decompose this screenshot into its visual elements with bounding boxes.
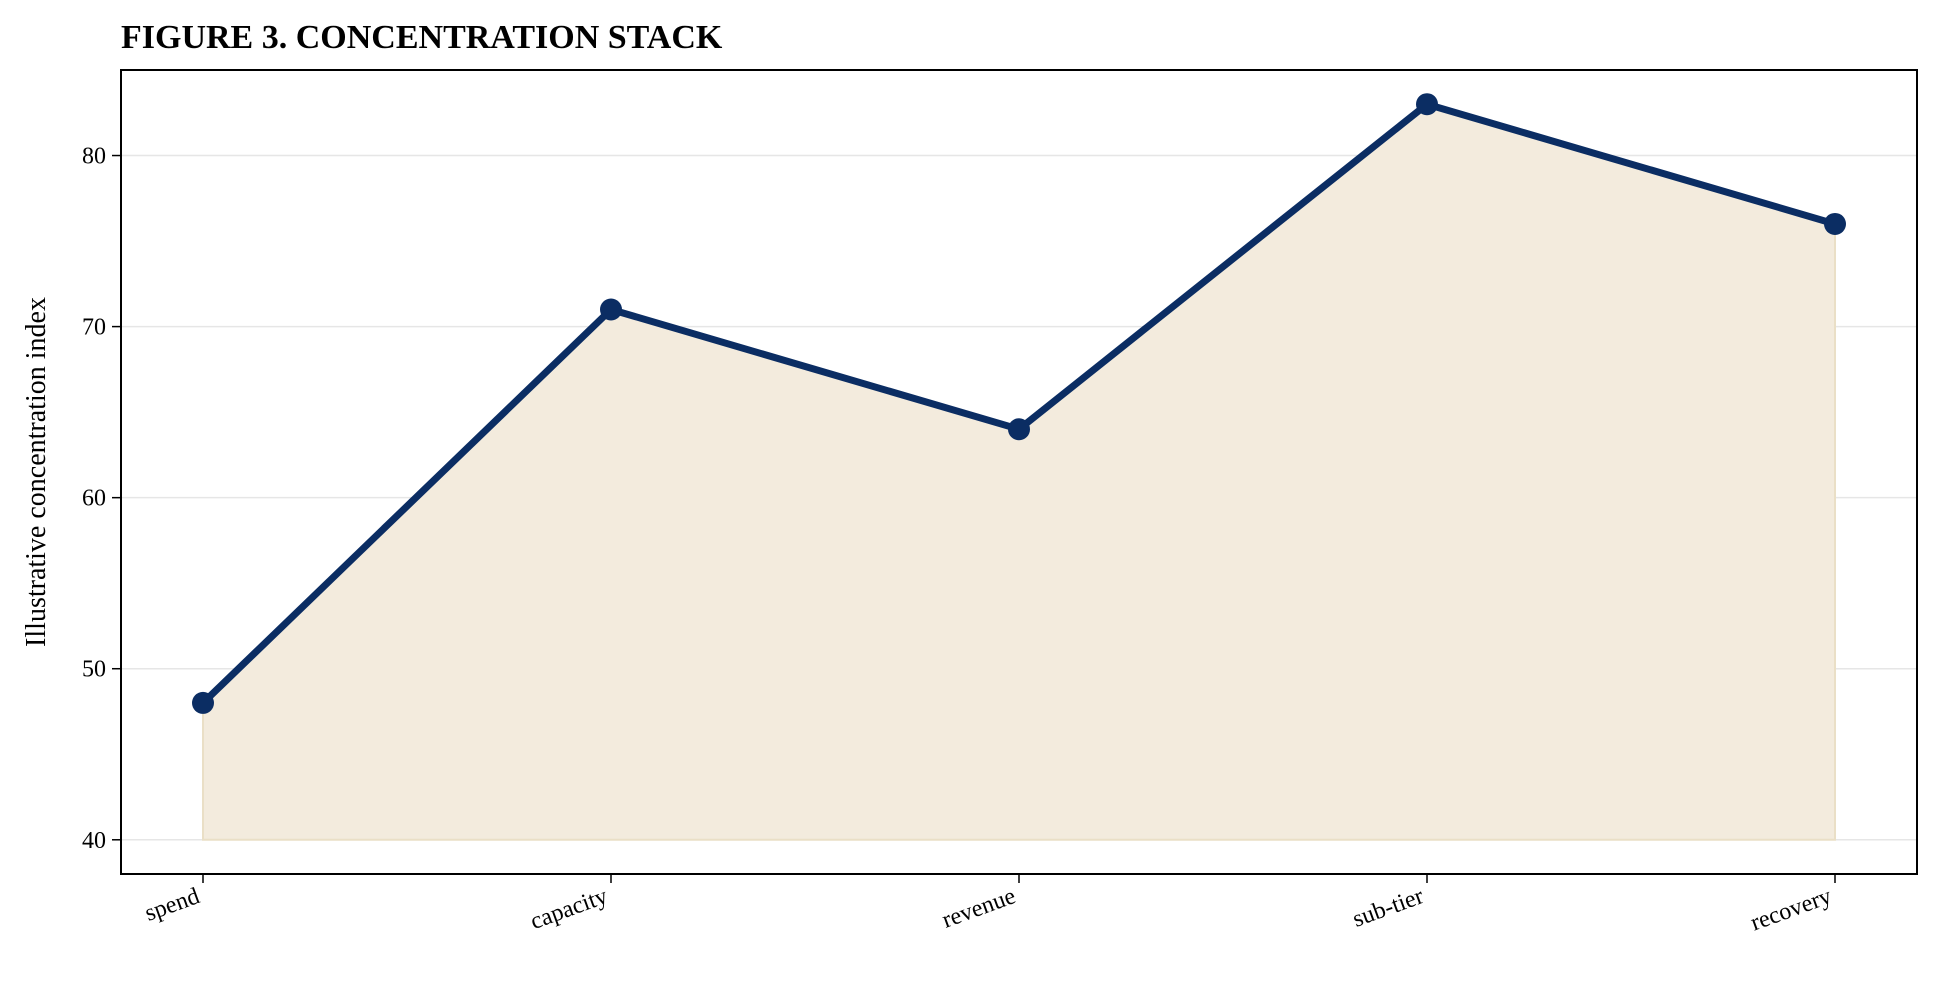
x-tick-label-capacity: capacity <box>527 883 611 935</box>
x-tick-label-revenue: revenue <box>939 883 1019 933</box>
y-tick-label-40: 40 <box>82 828 106 854</box>
data-point-recovery <box>1824 212 1846 235</box>
x-tick-label-sub-tier: sub-tier <box>1349 883 1427 933</box>
x-axis: spend capacity revenue sub-tier recovery <box>142 874 1836 936</box>
area-fill-layer <box>202 103 1836 841</box>
y-tick-label-60: 60 <box>82 486 106 512</box>
area-fill <box>202 103 1836 841</box>
x-tick-label-recovery: recovery <box>1747 883 1835 936</box>
y-axis: 40 50 60 70 80 <box>82 144 121 854</box>
y-tick-label-50: 50 <box>82 657 106 683</box>
data-point-sub-tier <box>1416 93 1438 116</box>
y-tick-label-70: 70 <box>82 315 106 341</box>
x-tick-label-spend: spend <box>142 883 204 927</box>
data-point-spend <box>192 691 214 714</box>
y-axis-label: Illustrative concentration index <box>21 297 52 647</box>
data-points <box>192 93 1846 714</box>
data-point-revenue <box>1008 418 1030 441</box>
data-point-capacity <box>600 298 622 321</box>
chart-title: FIGURE 3. CONCENTRATION STACK <box>121 19 723 56</box>
y-tick-label-80: 80 <box>82 144 106 170</box>
